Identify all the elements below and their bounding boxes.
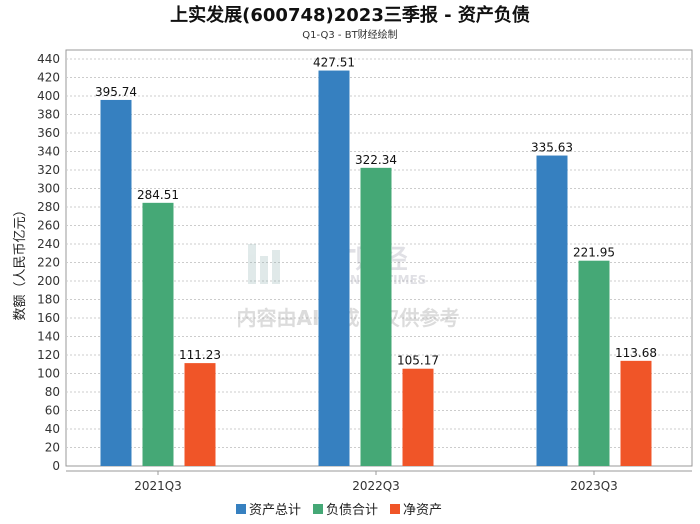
- bar-净资产-2023Q3: [620, 360, 652, 466]
- y-tick-label: 320: [37, 163, 60, 177]
- y-tick-label: 180: [37, 293, 60, 307]
- y-tick-label: 420: [37, 71, 60, 85]
- y-tick-label: 100: [37, 367, 60, 381]
- y-tick-label: 240: [37, 237, 60, 251]
- data-label: 113.68: [615, 346, 657, 360]
- data-label: 105.17: [397, 354, 439, 368]
- bar-负债合计-2021Q3: [142, 202, 174, 466]
- data-label: 395.74: [95, 85, 137, 99]
- y-axis-label: 数额（人民币亿元）: [13, 203, 28, 320]
- data-label: 111.23: [179, 348, 221, 362]
- bar-负债合计-2022Q3: [360, 167, 392, 466]
- chart-title: 上实发展(600748)2023三季报 - 资产负债: [170, 4, 530, 26]
- y-tick-label: 340: [37, 145, 60, 159]
- y-tick-label: 60: [45, 404, 60, 418]
- y-tick-label: 300: [37, 182, 60, 196]
- y-tick-label: 80: [45, 385, 60, 399]
- data-label: 335.63: [531, 141, 573, 155]
- legend-item: 净资产: [403, 503, 442, 518]
- y-tick-label: 440: [37, 52, 60, 66]
- y-tick-label: 400: [37, 89, 60, 103]
- data-label: 221.95: [573, 246, 615, 260]
- bar-净资产-2022Q3: [402, 368, 434, 466]
- x-tick-label: 2023Q3: [570, 479, 618, 493]
- y-tick-label: 260: [37, 219, 60, 233]
- data-label: 284.51: [137, 188, 179, 202]
- y-tick-label: 140: [37, 330, 60, 344]
- data-label: 427.51: [313, 56, 355, 70]
- legend-swatch: [390, 504, 400, 514]
- y-tick-label: 0: [52, 459, 60, 473]
- bar-资产总计-2021Q3: [100, 99, 132, 467]
- y-tick-label: 200: [37, 274, 60, 288]
- bar-负债合计-2023Q3: [578, 260, 610, 466]
- bar-资产总计-2022Q3: [318, 70, 350, 466]
- legend-swatch: [236, 504, 246, 514]
- chart-subtitle: Q1-Q3 - BT财经绘制: [302, 28, 397, 41]
- y-tick-label: 220: [37, 256, 60, 270]
- bar-净资产-2021Q3: [184, 363, 216, 466]
- legend-swatch: [313, 504, 323, 514]
- y-tick-label: 160: [37, 311, 60, 325]
- legend-item: 资产总计: [249, 503, 301, 518]
- y-tick-label: 280: [37, 200, 60, 214]
- y-tick-label: 40: [45, 422, 60, 436]
- x-tick-label: 2021Q3: [134, 479, 182, 493]
- legend-item: 负债合计: [326, 503, 378, 518]
- data-label: 322.34: [355, 153, 397, 167]
- watermark-logo-icon: [248, 244, 256, 284]
- x-tick-label: 2022Q3: [352, 479, 400, 493]
- y-tick-label: 120: [37, 348, 60, 362]
- bar-资产总计-2023Q3: [536, 155, 568, 467]
- y-tick-label: 380: [37, 108, 60, 122]
- y-tick-label: 360: [37, 126, 60, 140]
- y-tick-label: 20: [45, 441, 60, 455]
